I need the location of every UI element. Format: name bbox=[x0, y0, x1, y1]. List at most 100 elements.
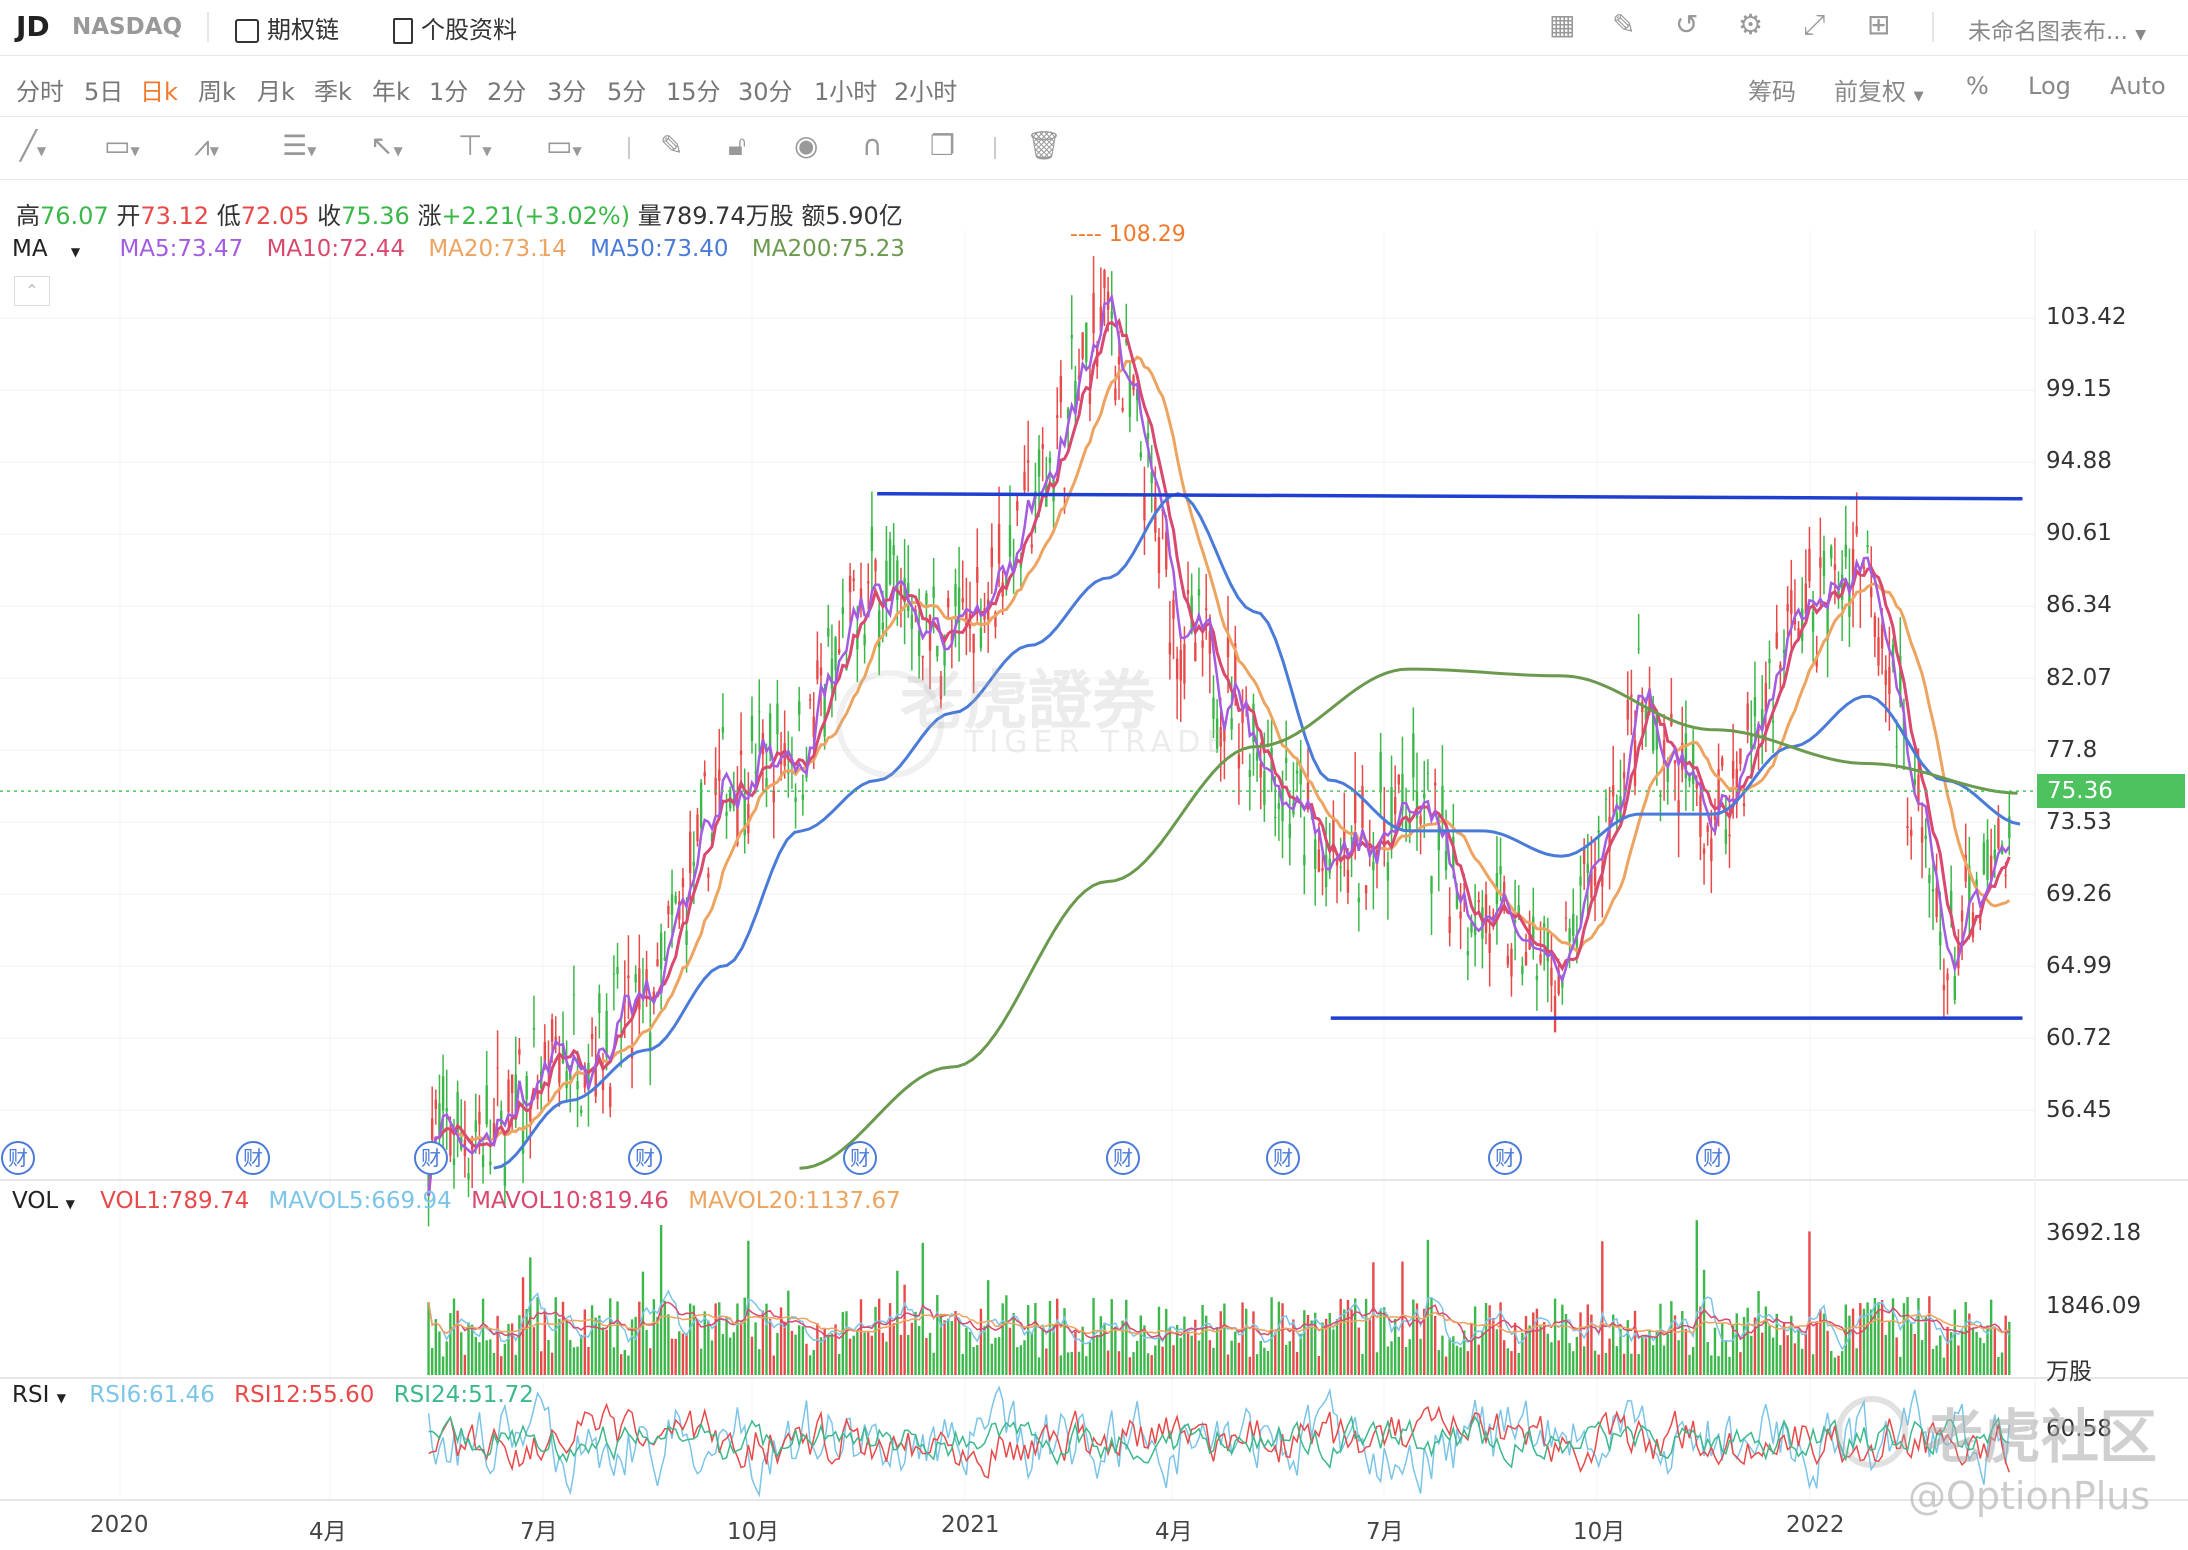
user-watermark: @OptionPlus bbox=[1908, 1474, 2151, 1518]
volume-bar bbox=[1397, 1336, 1401, 1375]
tab-timeframe[interactable]: 5日 bbox=[84, 78, 124, 106]
volume-bar bbox=[1913, 1334, 1917, 1375]
candle-body bbox=[1673, 760, 1677, 764]
earnings-marker[interactable]: 财 bbox=[414, 1141, 448, 1175]
tab-timeframe[interactable]: 2小时 bbox=[894, 78, 958, 106]
volume-bar bbox=[1114, 1326, 1117, 1375]
earnings-marker[interactable]: 财 bbox=[236, 1141, 270, 1175]
line-tool-icon[interactable]: ╱▼ bbox=[20, 129, 47, 162]
layout-grid-icon[interactable]: ⊞ bbox=[1867, 8, 1891, 41]
magnet-icon[interactable]: ∩ bbox=[862, 129, 883, 162]
volume-bar bbox=[1982, 1343, 1986, 1375]
open-label: 开 bbox=[116, 202, 141, 230]
volume-bar bbox=[994, 1337, 997, 1375]
candle-body bbox=[936, 645, 939, 657]
volume-bar bbox=[856, 1330, 859, 1375]
candle-body bbox=[1822, 550, 1826, 576]
candle-body bbox=[456, 1092, 459, 1134]
stock-profile-button[interactable]: 个股资料 bbox=[393, 10, 517, 45]
candle-body bbox=[1651, 714, 1655, 751]
candle-body bbox=[1535, 975, 1539, 981]
earnings-marker[interactable]: 财 bbox=[1106, 1141, 1140, 1175]
trash-icon[interactable]: 🗑︎ bbox=[1026, 129, 1062, 162]
volume-bar bbox=[1804, 1333, 1808, 1375]
volume-bar bbox=[1270, 1297, 1273, 1375]
tab-timeframe[interactable]: 分时 bbox=[16, 78, 64, 106]
clone-icon[interactable]: ❐ bbox=[930, 129, 956, 162]
volume-bar bbox=[1517, 1352, 1520, 1375]
tab-timeframe[interactable]: 2分 bbox=[487, 78, 527, 106]
text-tool-icon[interactable]: ▭▼ bbox=[546, 129, 582, 162]
log-toggle[interactable]: Log bbox=[2028, 72, 2071, 100]
ma-indicator-select[interactable]: MA ▼ bbox=[12, 236, 96, 262]
volume-bar bbox=[972, 1347, 975, 1375]
candle-body bbox=[1572, 913, 1575, 936]
tab-timeframe[interactable]: 年k bbox=[372, 78, 410, 106]
ticker-symbol[interactable]: JD bbox=[16, 10, 50, 43]
volume-bar bbox=[1706, 1341, 1709, 1375]
tab-timeframe[interactable]: 30分 bbox=[738, 78, 793, 106]
draw-icon[interactable]: ✎ bbox=[1612, 8, 1636, 41]
timeframe-bar: 分时 5日 日k 周k 月k 季k 年k 1分 2分 3分 5分 15分 30分… bbox=[0, 56, 2188, 117]
tab-timeframe-active[interactable]: 日k bbox=[140, 78, 178, 106]
volume-bar bbox=[678, 1331, 681, 1375]
earnings-marker[interactable]: 财 bbox=[1, 1141, 35, 1175]
volume-bar bbox=[1553, 1298, 1557, 1375]
percent-toggle[interactable]: % bbox=[1966, 72, 1989, 100]
pen-icon[interactable]: ✎ bbox=[660, 129, 684, 162]
candle-body bbox=[867, 581, 870, 584]
volume-bar bbox=[1041, 1327, 1044, 1375]
pattern-tool-icon[interactable]: ⩘▼ bbox=[194, 129, 220, 162]
exchange-label: NASDAQ bbox=[72, 14, 183, 40]
candle-body bbox=[1415, 791, 1419, 819]
tab-timeframe[interactable]: 15分 bbox=[666, 78, 721, 106]
adjust-select[interactable]: 前复权 ▼ bbox=[1834, 72, 1924, 107]
candle-body bbox=[1477, 900, 1480, 903]
fullscreen-icon[interactable]: ⤢ bbox=[1803, 8, 1826, 41]
rsi12-value: RSI12:55.60 bbox=[234, 1382, 375, 1408]
candle-body bbox=[1939, 931, 1942, 946]
tab-timeframe[interactable]: 1分 bbox=[429, 78, 469, 106]
tab-timeframe[interactable]: 周k bbox=[198, 78, 236, 106]
x-tick: 2022 bbox=[1786, 1512, 1845, 1538]
layout-name-select[interactable]: 未命名图表布... ▼ bbox=[1968, 12, 2146, 46]
candle-body bbox=[656, 959, 659, 966]
collapse-legend-button[interactable]: ⌃ bbox=[14, 276, 50, 306]
volume-bar bbox=[1575, 1336, 1579, 1375]
volume-bar bbox=[1168, 1327, 1172, 1375]
tab-timeframe[interactable]: 月k bbox=[257, 78, 295, 106]
earnings-marker[interactable]: 财 bbox=[1696, 1141, 1730, 1175]
vol-indicator-select[interactable]: VOL ▼ bbox=[12, 1188, 75, 1214]
y-tick: 82.07 bbox=[2046, 665, 2112, 691]
candle-body bbox=[754, 771, 757, 773]
lock-icon[interactable]: 🔓︎ bbox=[728, 129, 747, 162]
volume-bar bbox=[881, 1332, 884, 1375]
volume-bar bbox=[576, 1346, 579, 1375]
volume-bar bbox=[649, 1348, 652, 1375]
candle-body bbox=[496, 1067, 499, 1069]
eye-icon[interactable]: ◉ bbox=[794, 129, 819, 162]
earnings-marker[interactable]: 财 bbox=[1266, 1141, 1300, 1175]
tab-timeframe[interactable]: 季k bbox=[314, 78, 352, 106]
options-chain-button[interactable]: 期权链 bbox=[235, 10, 339, 45]
rsi-indicator-select[interactable]: RSI ▼ bbox=[12, 1382, 66, 1408]
chips-button[interactable]: 筹码 bbox=[1748, 78, 1796, 106]
rectangle-tool-icon[interactable]: ▭▼ bbox=[104, 129, 140, 162]
arrow-tool-icon[interactable]: ↖▼ bbox=[370, 129, 403, 162]
undo-icon[interactable]: ↺ bbox=[1675, 8, 1699, 41]
candle-body bbox=[667, 905, 670, 914]
tab-timeframe[interactable]: 1小时 bbox=[814, 78, 878, 106]
earnings-marker[interactable]: 财 bbox=[1488, 1141, 1522, 1175]
auto-toggle[interactable]: Auto bbox=[2110, 72, 2166, 100]
fibonacci-tool-icon[interactable]: ☰▼ bbox=[282, 129, 317, 162]
tab-timeframe[interactable]: 3分 bbox=[547, 78, 587, 106]
gear-icon[interactable]: ⚙ bbox=[1738, 8, 1764, 41]
earnings-marker[interactable]: 财 bbox=[628, 1141, 662, 1175]
tab-timeframe[interactable]: 5分 bbox=[607, 78, 647, 106]
earnings-marker[interactable]: 财 bbox=[843, 1141, 877, 1175]
measure-tool-icon[interactable]: ⊤▼ bbox=[458, 129, 492, 162]
candle-body bbox=[758, 711, 761, 713]
volume-bar bbox=[598, 1315, 601, 1375]
indicator-icon[interactable]: ▦ bbox=[1549, 8, 1576, 41]
